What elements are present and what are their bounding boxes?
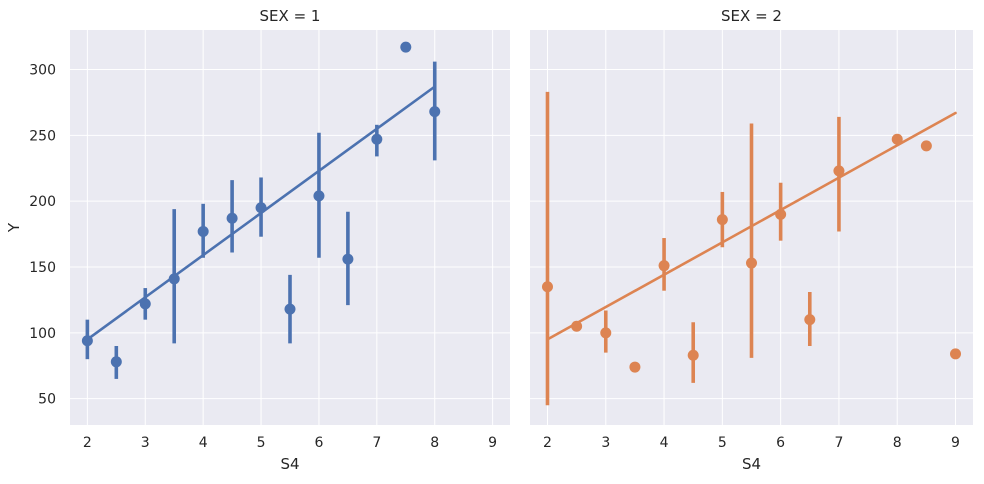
x-tick-label: 4: [660, 435, 669, 451]
data-point: [804, 314, 816, 326]
y-tick-label: 150: [29, 260, 56, 276]
y-tick-label: 300: [29, 63, 56, 79]
y-tick-label: 50: [38, 392, 56, 408]
y-tick-label: 100: [29, 326, 56, 342]
x-tick-label: 8: [893, 435, 902, 451]
x-axis-label: S4: [742, 455, 761, 473]
data-point: [716, 214, 728, 226]
data-point: [833, 165, 845, 177]
data-point: [746, 257, 757, 269]
x-axis-label: S4: [280, 455, 299, 473]
data-point: [81, 335, 93, 347]
x-tick-label: 5: [257, 435, 266, 451]
x-tick-label: 9: [488, 435, 497, 451]
x-tick-label: 5: [718, 435, 727, 451]
data-point: [284, 303, 296, 315]
data-point: [600, 327, 612, 339]
panel-sex-1: 2 3 4 5 6 7 8 9 50 100 150 200 250 300 Y S4 SEX = 1: [5, 7, 510, 473]
data-point: [950, 348, 962, 360]
panel-sex-2: 2 3 4 5 6 7 8 9 S4 SEX = 2: [530, 7, 973, 473]
data-point: [687, 349, 699, 361]
data-point: [197, 225, 209, 237]
data-point: [429, 106, 441, 118]
data-point: [891, 133, 903, 145]
data-point: [226, 212, 238, 224]
plot-background: [70, 30, 510, 425]
data-point: [313, 190, 325, 202]
y-tick-label: 250: [29, 128, 56, 144]
data-point: [342, 253, 354, 265]
x-tick-label: 3: [141, 435, 150, 451]
x-tick-label: 6: [776, 435, 785, 451]
data-point: [255, 202, 267, 214]
x-tick-label: 2: [83, 435, 92, 451]
data-point: [371, 133, 383, 145]
data-point: [168, 273, 180, 285]
y-axis-label: Y: [5, 222, 23, 233]
x-tick-label: 8: [430, 435, 439, 451]
x-tick-label: 3: [601, 435, 610, 451]
data-point: [658, 260, 670, 272]
data-point: [400, 41, 412, 53]
y-tick-label: 200: [29, 194, 56, 210]
data-point: [139, 298, 151, 310]
data-point: [571, 320, 583, 332]
x-tick-label: 7: [372, 435, 381, 451]
data-point: [541, 281, 553, 293]
x-tick-label: 9: [951, 435, 960, 451]
data-point: [775, 208, 787, 220]
x-tick-label: 2: [543, 435, 552, 451]
x-tick-label: 7: [834, 435, 843, 451]
panel-title: SEX = 2: [721, 7, 782, 25]
x-tick-label: 4: [199, 435, 208, 451]
data-point: [629, 361, 641, 373]
data-point: [920, 140, 932, 152]
x-tick-label: 6: [314, 435, 323, 451]
panel-title: SEX = 1: [260, 7, 321, 25]
data-point: [110, 356, 122, 368]
